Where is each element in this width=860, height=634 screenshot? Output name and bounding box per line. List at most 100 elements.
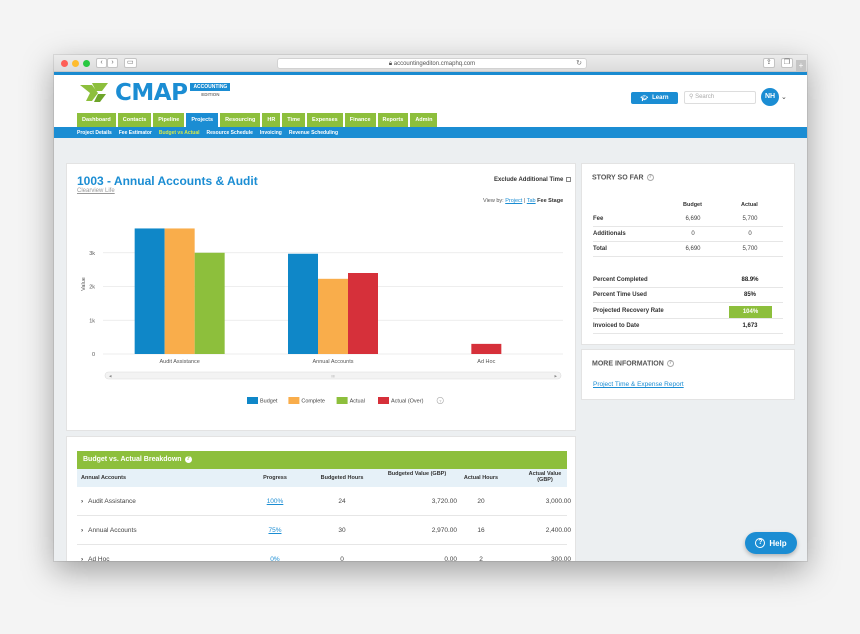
table-row[interactable]: › Ad Hoc 0% 0 0.00 2 300.00 (77, 545, 571, 561)
subnav-revenue-scheduling[interactable]: Revenue Scheduling (288, 129, 339, 136)
legend-swatch-budget[interactable] (247, 397, 258, 404)
legend-label-actual[interactable]: Actual (350, 399, 365, 405)
bar-complete[interactable] (164, 228, 195, 354)
viewby-tab-link[interactable]: Tab (526, 198, 536, 204)
legend-swatch-actual-over[interactable] (378, 397, 389, 404)
zoom-window-button[interactable] (83, 59, 90, 67)
main-nav: Dashboard Contacts Pipeline Projects Resourc… (54, 113, 807, 127)
legend-label-actual-over[interactable]: Actual (Over) (391, 399, 424, 405)
story-metric-label: Percent Completed (593, 277, 648, 283)
chevron-right-icon[interactable]: › (81, 527, 84, 534)
legend-swatch-complete[interactable] (288, 397, 300, 404)
nav-tab-contacts[interactable]: Contacts (117, 113, 152, 127)
nav-tab-expenses[interactable]: Expenses (307, 113, 343, 127)
scroll-right-icon[interactable]: ▸ (554, 374, 557, 380)
subnav-budget-vs-actual[interactable]: Budget vs Actual (158, 129, 200, 136)
story-col-actual: Actual (741, 202, 758, 208)
exclude-checkbox[interactable] (566, 177, 572, 182)
bar-budget[interactable] (134, 228, 165, 354)
more-info-heading-text: MORE INFORMATION (592, 360, 664, 368)
viewby-project-link[interactable]: Project (505, 198, 523, 204)
info-icon[interactable]: ? (184, 455, 192, 463)
x-tick-label: Ad Hoc (477, 359, 495, 365)
y-tick-label: 1k (89, 318, 95, 324)
legend-info-icon[interactable] (436, 397, 444, 405)
row-divider (593, 318, 783, 319)
address-bar[interactable]: 🔒︎ accountingediton.cmaphq.com ↻ (277, 58, 587, 69)
user-avatar[interactable]: NH (761, 88, 779, 106)
nav-tab-admin[interactable]: Admin (410, 113, 438, 127)
chevron-right-icon[interactable]: › (81, 556, 84, 561)
row-divider (593, 287, 783, 288)
client-link[interactable]: Clearview Life (77, 188, 115, 194)
help-button[interactable]: ? Help (745, 532, 797, 554)
app-page: CMAP ACCOUNTING EDITION 🎓︎ Learn ⚲ Searc… (54, 72, 807, 561)
legend-label-budget[interactable]: Budget (260, 399, 278, 405)
nav-tab-dashboard[interactable]: Dashboard (77, 113, 116, 127)
budgeted-value: 2,970.00 (431, 527, 457, 534)
story-metric-value: 88.9% (741, 277, 759, 283)
story-col-budget: Budget (683, 202, 702, 208)
row-name-text: Audit Assistance (88, 498, 136, 505)
budgeted-hours: 24 (338, 498, 346, 505)
bar-actual-over[interactable] (348, 273, 378, 354)
nav-tab-finance[interactable]: Finance (344, 113, 376, 127)
learn-button[interactable]: 🎓︎ Learn (631, 92, 678, 104)
column-header-budgeted-hours: Budgeted Hours (320, 475, 364, 481)
story-row-actual: 5,700 (742, 246, 758, 252)
scroll-left-icon[interactable]: ◂ (109, 374, 112, 380)
nav-tab-hr[interactable]: HR (262, 113, 281, 127)
bar-actual[interactable] (194, 252, 225, 354)
sidebar-toggle-icon[interactable]: ▭ (124, 58, 137, 68)
subnav-project-details[interactable]: Project Details (77, 129, 112, 136)
table-row[interactable]: › Audit Assistance 100% 24 3,720.00 20 3,000.0… (77, 487, 571, 516)
lock-icon: 🔒︎ (388, 61, 394, 67)
story-row-actual: 0 (748, 231, 752, 237)
bar-budget[interactable] (288, 253, 318, 354)
cmap-logo[interactable]: CMAP ACCOUNTING EDITION (78, 80, 231, 106)
scroll-grip[interactable]: III (331, 374, 334, 379)
share-icon[interactable]: ⇪ (762, 58, 775, 68)
tabs-overview-icon[interactable]: ❐ (780, 58, 793, 68)
info-icon[interactable]: ? (666, 360, 674, 367)
chart-scrollbar[interactable] (104, 371, 562, 380)
minimize-window-button[interactable] (72, 59, 79, 67)
legend-swatch-actual[interactable] (336, 397, 348, 404)
chevron-down-icon[interactable]: ⌄ (781, 94, 787, 101)
breakdown-heading-text: Budget vs. Actual Breakdown (83, 456, 182, 463)
progress-link[interactable]: 0% (270, 556, 280, 561)
row-divider (593, 226, 783, 227)
legend-label-complete[interactable]: Complete (301, 399, 325, 405)
info-icon[interactable]: ? (646, 174, 654, 181)
exclude-additional-time[interactable]: Exclude Additional Time (494, 177, 572, 184)
nav-tab-projects[interactable]: Projects (186, 113, 219, 127)
new-tab-button[interactable]: + (796, 60, 806, 72)
nav-tab-time[interactable]: Time (282, 113, 306, 127)
nav-tab-pipeline[interactable]: Pipeline (153, 113, 185, 127)
more-info-heading: MORE INFORMATION? (592, 360, 674, 367)
subnav-fee-estimator[interactable]: Fee Estimator (118, 129, 152, 136)
nav-tab-reports[interactable]: Reports (377, 113, 409, 127)
breakdown-heading: Budget vs. Actual Breakdown? (77, 451, 567, 469)
chevron-right-icon[interactable]: › (81, 498, 84, 505)
reload-icon[interactable]: ↻ (576, 60, 582, 67)
subnav-resource-schedule[interactable]: Resource Schedule (206, 129, 253, 136)
progress-link[interactable]: 100% (266, 498, 284, 505)
story-row-budget: 6,690 (685, 216, 701, 222)
search-input[interactable]: ⚲ Search (684, 91, 756, 104)
bar-actual-over[interactable] (471, 343, 502, 354)
story-row-budget: 6,690 (685, 246, 701, 252)
forward-button[interactable]: › (107, 58, 118, 68)
budgeted-hours: 0 (340, 556, 344, 561)
legend-info-mark[interactable]: ? (439, 398, 442, 403)
exclude-label: Exclude Additional Time (494, 177, 564, 184)
close-window-button[interactable] (61, 59, 68, 67)
bar-complete[interactable] (318, 278, 348, 354)
subnav-invoicing[interactable]: Invoicing (259, 129, 282, 136)
table-row[interactable]: › Annual Accounts 75% 30 2,970.00 16 2,400.00 (77, 516, 571, 545)
progress-link[interactable]: 75% (268, 527, 282, 534)
nav-tab-resourcing[interactable]: Resourcing (220, 113, 261, 127)
back-button[interactable]: ‹ (96, 58, 107, 68)
time-expense-report-link[interactable]: Project Time & Expense Report (593, 381, 684, 388)
logo-wordmark: CMAP (115, 80, 188, 106)
